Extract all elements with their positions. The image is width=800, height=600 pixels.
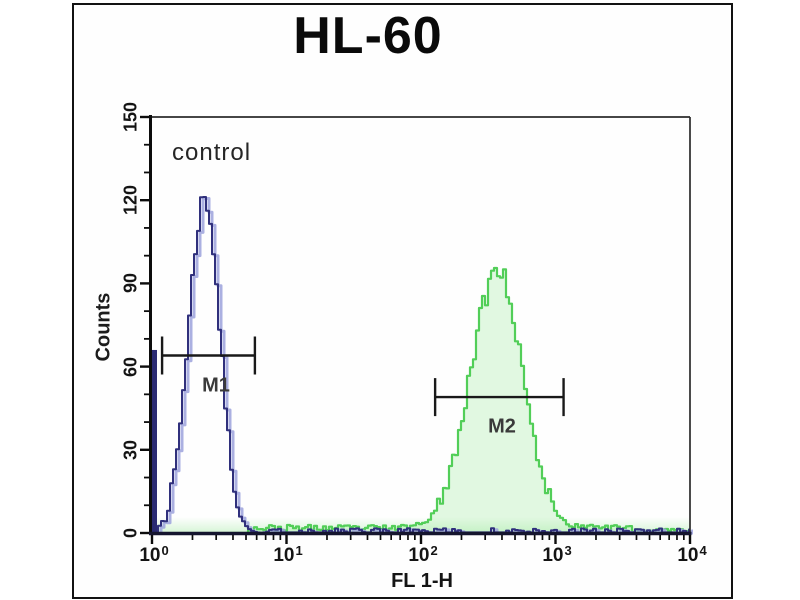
gate-marker-m2 xyxy=(433,378,565,417)
y-tick-label: 60 xyxy=(120,356,141,378)
chart-title: HL-60 xyxy=(293,7,443,65)
gate-label-m2: M2 xyxy=(488,415,516,438)
x-tick-label: 104 xyxy=(677,543,707,566)
y-tick-label: 150 xyxy=(120,101,141,133)
x-tick-label: 102 xyxy=(408,543,438,566)
y-tick-label: 120 xyxy=(120,184,141,216)
control-annotation: control xyxy=(172,139,252,166)
axis-ticks xyxy=(140,115,692,544)
y-axis-title: Counts xyxy=(92,292,115,362)
x-tick-label: 100 xyxy=(139,543,169,566)
edge-spike xyxy=(151,349,157,533)
series-green xyxy=(230,266,691,535)
x-tick-label: 101 xyxy=(273,543,303,566)
y-tick-label: 90 xyxy=(120,272,141,294)
y-tick-label: 0 xyxy=(120,527,141,539)
figure-frame xyxy=(72,3,733,599)
gate-label-m1: M1 xyxy=(202,374,230,397)
gate-marker-m1 xyxy=(160,336,257,375)
x-tick-label: 103 xyxy=(542,543,572,566)
x-axis-title: FL 1-H xyxy=(391,570,453,592)
series-control xyxy=(151,196,693,535)
y-tick-label: 30 xyxy=(120,439,141,461)
